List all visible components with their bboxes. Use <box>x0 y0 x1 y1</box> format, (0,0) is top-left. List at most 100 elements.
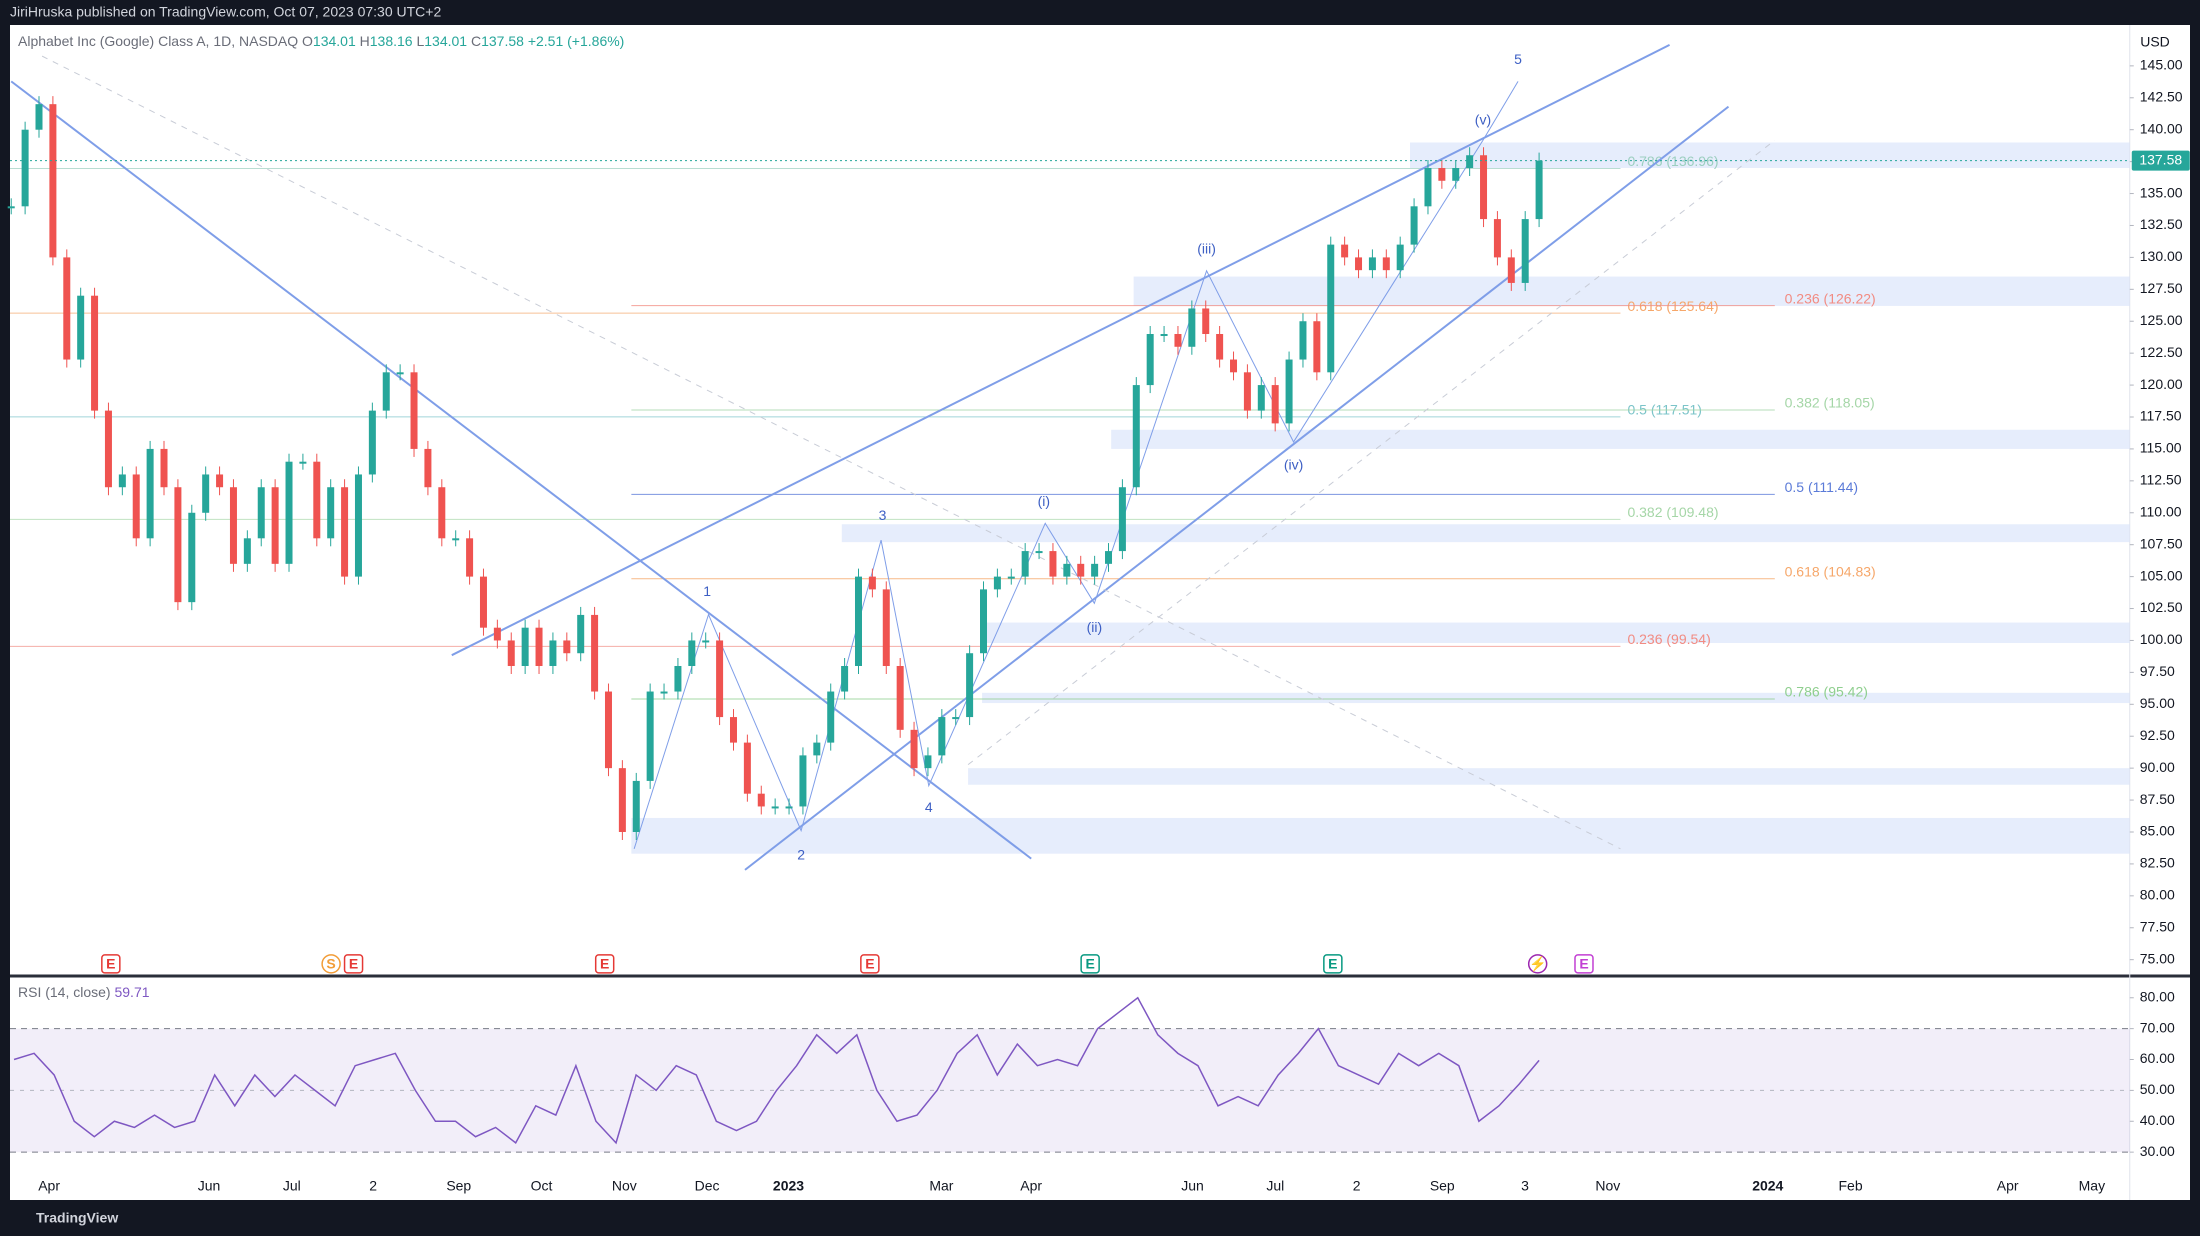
candle <box>1049 551 1057 577</box>
fib-label: 0.786 (95.42) <box>1785 684 1868 700</box>
y-tick-label: 112.50 <box>2140 472 2182 488</box>
right-edge <box>2190 25 2200 1200</box>
zone <box>631 817 2130 854</box>
candle <box>1174 334 1182 347</box>
candle <box>535 627 543 666</box>
x-tick-label: Jun <box>198 1178 221 1194</box>
rsi-title: RSI (14, close) <box>18 984 111 1000</box>
candle <box>632 780 640 832</box>
candle <box>729 717 737 743</box>
x-tick-label: Mar <box>929 1178 953 1194</box>
candle <box>591 614 599 692</box>
zone <box>968 768 2130 785</box>
candle <box>229 487 237 564</box>
candle <box>771 806 779 809</box>
candle <box>1216 334 1224 360</box>
x-tick-label: Dec <box>695 1178 720 1194</box>
candle <box>466 538 474 577</box>
y-tick-label: 90.00 <box>2140 759 2175 775</box>
candle <box>410 372 418 449</box>
x-tick-label: Jul <box>1266 1178 1284 1194</box>
candle <box>174 487 182 603</box>
x-tick-label: Nov <box>612 1178 637 1194</box>
candle <box>63 257 71 360</box>
candle <box>868 576 876 590</box>
zone <box>982 622 2130 644</box>
rsi-y-tick-label: 80.00 <box>2140 988 2175 1004</box>
candle <box>1521 219 1529 283</box>
legend-value: 134.01 <box>313 33 356 49</box>
candle <box>924 755 932 769</box>
candle <box>327 487 335 539</box>
y-tick-label: 135.00 <box>2140 184 2183 200</box>
x-tick-label: 2023 <box>773 1178 804 1194</box>
candle <box>1382 257 1390 271</box>
x-tick-label: Feb <box>1838 1178 1862 1194</box>
legend-value: 138.16 <box>370 33 413 49</box>
x-tick-label: Apr <box>38 1178 60 1194</box>
x-tick-label: Apr <box>1997 1178 2019 1194</box>
y-tick-label: 142.50 <box>2140 88 2183 104</box>
candle <box>938 717 946 756</box>
x-tick-label: 2 <box>369 1178 377 1194</box>
candle <box>160 448 168 488</box>
candle <box>7 206 15 209</box>
candle <box>1035 551 1043 554</box>
candle <box>1438 168 1446 181</box>
candle <box>21 129 29 207</box>
candle <box>271 487 279 564</box>
x-tick-label: Oct <box>531 1178 553 1194</box>
y-tick-label: 140.00 <box>2140 120 2183 136</box>
candle <box>1327 244 1335 373</box>
y-tick-label: 95.00 <box>2140 695 2175 711</box>
y-tick-label: 80.00 <box>2140 887 2175 903</box>
y-tick-label: 115.00 <box>2140 440 2182 456</box>
candle <box>1188 308 1196 347</box>
rsi-line <box>13 996 1540 1145</box>
wave-label: 2 <box>797 847 805 863</box>
candle <box>1243 372 1251 411</box>
candle <box>563 640 571 654</box>
candle <box>743 742 751 794</box>
event-label: S <box>326 956 335 972</box>
fib-label: 0.618 (104.83) <box>1785 563 1876 579</box>
candle <box>1493 219 1501 258</box>
y-tick-label: 92.50 <box>2140 727 2175 743</box>
rsi-y-tick-label: 70.00 <box>2140 1019 2175 1035</box>
trend-line <box>10 80 1032 860</box>
candle <box>202 474 210 513</box>
candle <box>452 538 460 541</box>
event-label: E <box>865 956 874 972</box>
trend-line <box>967 139 1776 766</box>
rsi-y-tick-label: 50.00 <box>2140 1081 2175 1097</box>
candle <box>910 729 918 769</box>
candle <box>1146 334 1154 386</box>
candle <box>35 104 43 130</box>
candle <box>77 295 85 360</box>
candle <box>1396 244 1404 271</box>
candle <box>1466 155 1474 169</box>
candle <box>577 614 585 654</box>
rsi-y-tick-label: 40.00 <box>2140 1112 2175 1128</box>
y-tick-label: 110.00 <box>2140 503 2182 519</box>
y-tick-label: 145.00 <box>2140 57 2183 73</box>
candle <box>243 538 251 564</box>
candle <box>1285 359 1293 424</box>
x-tick-label: Jun <box>1181 1178 1204 1194</box>
event-label: E <box>1328 956 1337 972</box>
y-tick-label: 122.50 <box>2140 344 2183 360</box>
candle <box>882 589 890 666</box>
event-icon <box>101 954 121 974</box>
y-tick-label: 127.50 <box>2140 280 2183 296</box>
candle <box>646 691 654 781</box>
y-tick-label: 130.00 <box>2140 248 2183 264</box>
candle <box>841 665 849 692</box>
fib-label: 0.382 (118.05) <box>1785 395 1875 411</box>
event-icon <box>343 954 364 974</box>
legend-key: L <box>416 33 424 49</box>
candle <box>1077 563 1085 577</box>
candle <box>799 755 807 807</box>
candle <box>1202 308 1210 335</box>
candle <box>49 104 57 258</box>
x-tick-label: Jul <box>283 1178 301 1194</box>
